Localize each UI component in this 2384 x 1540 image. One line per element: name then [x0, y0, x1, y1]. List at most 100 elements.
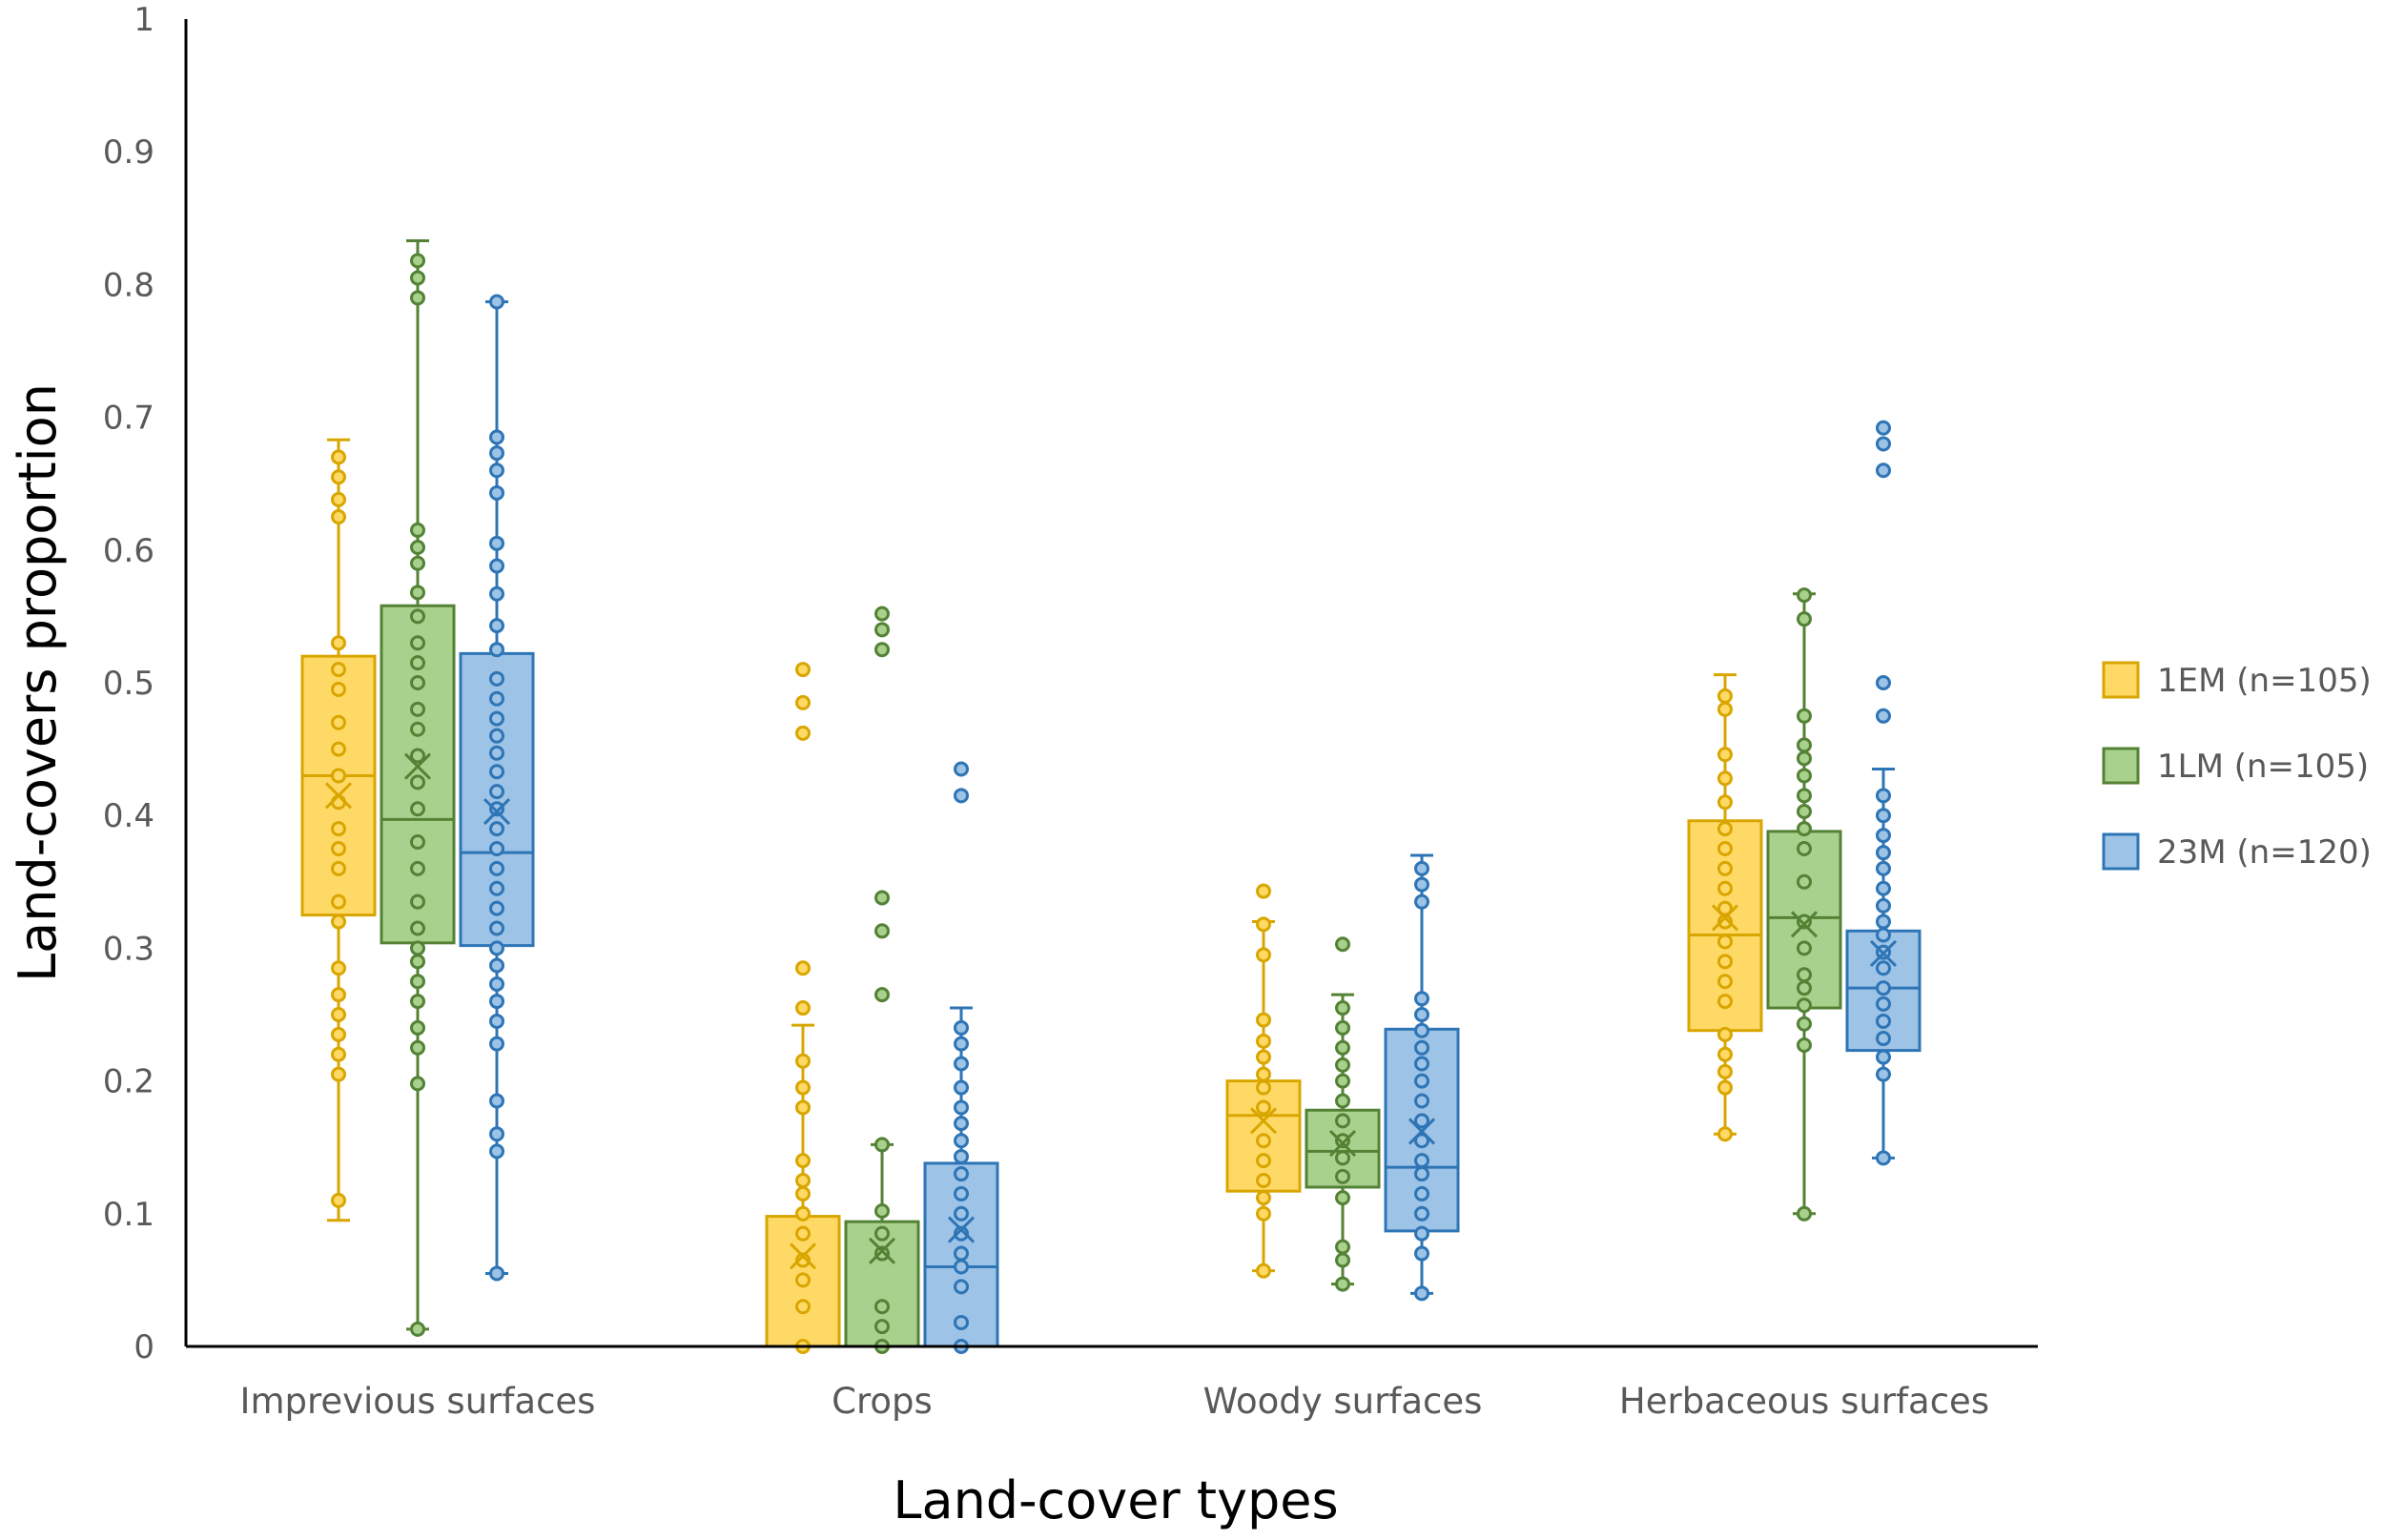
data-point: [1797, 1037, 1812, 1054]
y-tick-label: 0.2: [103, 1063, 154, 1101]
data-point: [1717, 1079, 1733, 1096]
y-tick-label: 0.3: [103, 930, 154, 968]
data-point: [1717, 701, 1733, 717]
data-point: [1335, 1252, 1350, 1268]
data-point: [410, 655, 425, 671]
data-point: [1717, 954, 1733, 970]
data-point: [1335, 1093, 1350, 1109]
data-point: [1414, 1166, 1429, 1182]
data-point: [1797, 980, 1812, 996]
x-category-label: Imprevious surfaces: [240, 1381, 596, 1422]
data-point: [1414, 1225, 1429, 1242]
data-point: [1876, 708, 1891, 724]
mean-marker: [403, 752, 432, 780]
y-tick-label: 0.4: [103, 797, 154, 835]
data-point: [1414, 876, 1429, 893]
data-point: [410, 253, 425, 269]
data-point: [1876, 436, 1891, 452]
data-point: [954, 1314, 969, 1330]
x-category-label: Crops: [832, 1381, 933, 1422]
data-point: [410, 748, 425, 764]
series-group: [380, 238, 1842, 1354]
data-point: [410, 994, 425, 1010]
data-point: [795, 1225, 811, 1242]
data-point: [410, 893, 425, 910]
data-point: [1335, 1019, 1350, 1036]
data-point: [331, 768, 346, 784]
y-tick-label: 1: [134, 1, 154, 39]
data-point: [1414, 1039, 1429, 1056]
mean-marker: [1790, 911, 1819, 938]
data-point: [410, 774, 425, 791]
data-point: [410, 974, 425, 990]
data-point: [1256, 883, 1271, 899]
data-point: [410, 522, 425, 538]
data-point: [874, 890, 890, 906]
data-point: [1876, 462, 1891, 479]
data-point: [1335, 1133, 1350, 1149]
data-point: [1256, 1099, 1271, 1116]
box-group: [1766, 587, 1842, 1222]
data-point: [1797, 967, 1812, 983]
x-category-label: Woody surfaces: [1203, 1381, 1483, 1422]
data-point: [795, 1079, 811, 1096]
legend-swatch: [2102, 747, 2140, 785]
box-group: [1384, 853, 1460, 1302]
data-point: [410, 701, 425, 717]
box-group: [1225, 883, 1302, 1279]
data-point: [331, 860, 346, 876]
data-point: [954, 1099, 969, 1116]
data-point: [331, 893, 346, 910]
data-point: [331, 960, 346, 976]
data-point: [1797, 788, 1812, 804]
data-point: [1876, 880, 1891, 896]
data-point: [1414, 860, 1429, 876]
data-point: [954, 1225, 969, 1242]
data-point: [1335, 1276, 1350, 1292]
data-point: [795, 725, 811, 741]
data-point: [489, 957, 504, 974]
data-point: [1335, 1168, 1350, 1184]
data-point: [874, 987, 890, 1003]
data-point: [1414, 1007, 1429, 1022]
data-point: [1335, 1113, 1350, 1129]
data-point: [489, 670, 504, 687]
data-point: [331, 662, 346, 678]
data-point: [489, 710, 504, 727]
data-point: [1876, 897, 1891, 914]
data-point: [1414, 1056, 1429, 1072]
data-point: [795, 1000, 811, 1016]
data-point: [489, 642, 504, 658]
data-point: [1876, 788, 1891, 804]
data-point: [1414, 1113, 1429, 1129]
data-point: [874, 1319, 890, 1335]
box-group: [844, 606, 920, 1354]
data-point: [489, 462, 504, 479]
data-point: [410, 270, 425, 286]
data-point: [1335, 1239, 1350, 1255]
data-point: [1797, 940, 1812, 956]
data-point: [331, 914, 346, 930]
data-point: [410, 1076, 425, 1092]
data-point: [331, 821, 346, 837]
data-point: [1717, 974, 1733, 990]
data-point: [954, 1148, 969, 1164]
data-point: [489, 745, 504, 761]
data-point: [1256, 1205, 1271, 1222]
y-tick-label: 0.8: [103, 266, 154, 304]
data-point: [489, 690, 504, 707]
data-point: [1414, 1285, 1429, 1302]
data-point: [489, 294, 504, 310]
data-point: [1414, 991, 1429, 1007]
data-point: [795, 1053, 811, 1069]
data-point: [1414, 1073, 1429, 1089]
data-point: [1256, 1079, 1271, 1096]
data-point: [489, 994, 504, 1010]
data-point: [1876, 420, 1891, 436]
data-point: [489, 764, 504, 780]
data-point: [331, 469, 346, 485]
data-point: [1876, 996, 1891, 1012]
data-point: [1797, 1205, 1812, 1222]
data-point: [489, 900, 504, 916]
data-point: [1717, 747, 1733, 763]
